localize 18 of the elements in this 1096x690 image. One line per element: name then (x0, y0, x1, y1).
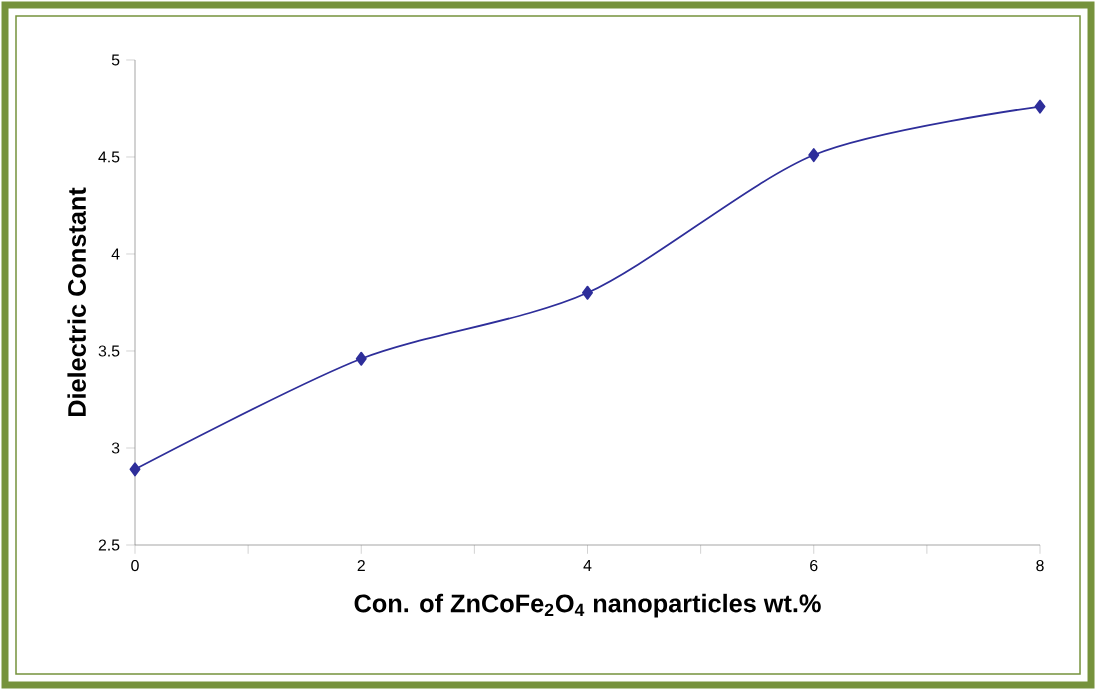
y-tick-label: 3 (111, 442, 120, 454)
x-tick-label: 4 (583, 559, 592, 571)
point (355, 351, 367, 366)
y-axis-title: Dielectric Constant (67, 187, 86, 417)
y-tick-label: 4 (111, 248, 120, 260)
x-tick-label: 8 (1036, 559, 1044, 572)
point (582, 285, 593, 300)
x-tick-label: 2 (357, 559, 365, 572)
y-tick-label: 5 (111, 54, 120, 66)
x-tick-label: 0 (131, 559, 139, 572)
point (1034, 99, 1046, 114)
y-tick-label: 3.5 (98, 345, 120, 357)
point (129, 462, 141, 477)
y-tick-label: 2.5 (98, 539, 120, 551)
x-axis-title: Con. of ZnCoFe$_{2}$O$_{4}$ nanoparticles wt.% (354, 593, 821, 618)
x-tick-label: 6 (810, 559, 818, 572)
point (808, 148, 820, 163)
y-tick-label: 4.5 (98, 151, 120, 163)
